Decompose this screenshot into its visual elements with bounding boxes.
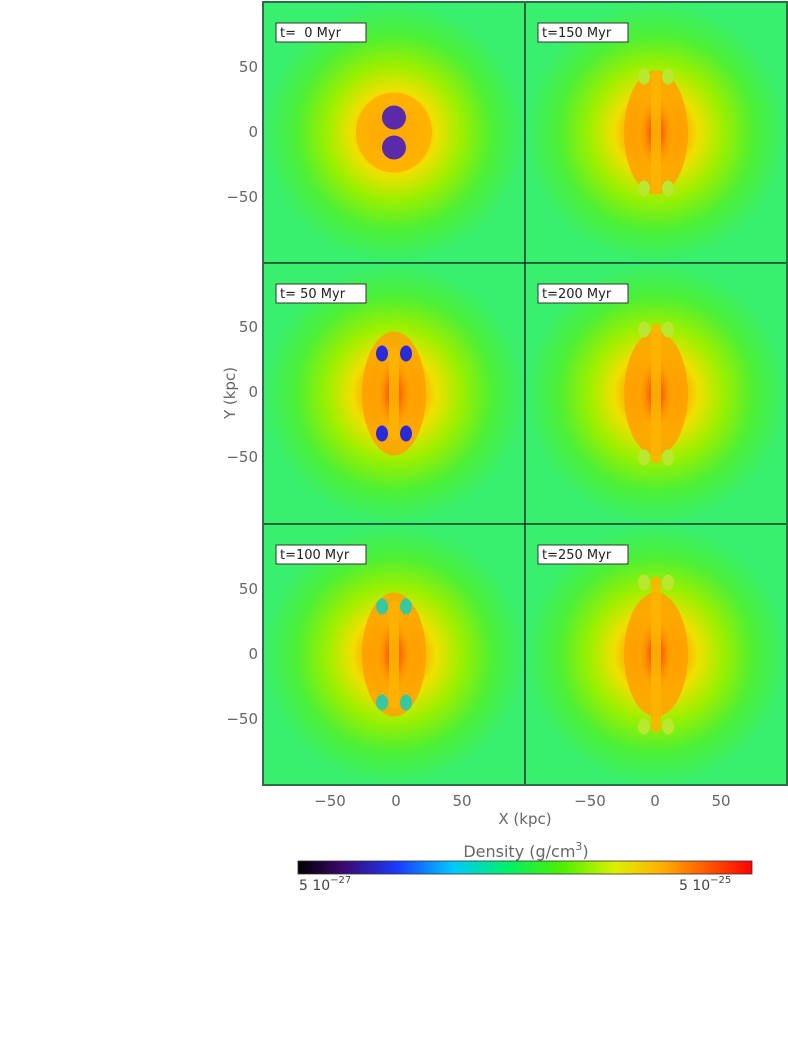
- upper-cap-left: [638, 321, 650, 338]
- upper-cap-left: [638, 68, 650, 85]
- x-tick-left-minus50: −50: [314, 792, 346, 810]
- upper-cap-right: [662, 68, 674, 85]
- panel-3: t= 50 Myr: [262, 262, 526, 525]
- time-label-box: t= 0 Myr: [275, 22, 367, 43]
- time-label-box: t=250 Myr: [537, 544, 629, 565]
- time-label-box: t=100 Myr: [275, 544, 367, 565]
- jet-column: [651, 323, 661, 464]
- time-label: t=150 Myr: [542, 26, 612, 41]
- y-axis: 50 0 −50 50 0 −50 50 0 −50 Y (kpc): [221, 58, 258, 728]
- lower-cap-right: [662, 718, 674, 735]
- time-label-box: t= 50 Myr: [275, 283, 367, 304]
- lower-cap-right: [662, 180, 674, 197]
- y-axis-title: Y (kpc): [221, 367, 239, 420]
- core-region: [356, 92, 432, 173]
- upper-bubble: [382, 105, 406, 130]
- time-label: t=200 Myr: [542, 287, 612, 302]
- colorbar-min-label: 5 10−27: [299, 875, 351, 894]
- x-tick-right-0: 0: [650, 792, 660, 810]
- lower-cap-left: [376, 694, 388, 711]
- colorbar-max-label: 5 10−25: [679, 875, 731, 894]
- upper-cap-left: [638, 574, 650, 591]
- time-label: t=100 Myr: [280, 548, 350, 563]
- x-axis-title: X (kpc): [498, 810, 551, 828]
- panel-6: t=250 Myr: [524, 523, 788, 786]
- jet-column: [651, 70, 661, 195]
- panel-1: t= 0 Myr: [262, 1, 526, 264]
- y-tick-top-minus50: −50: [226, 188, 258, 206]
- y-tick-mid-minus50: −50: [226, 448, 258, 466]
- panel-5: t=100 Myr: [262, 523, 526, 786]
- lower-cap-right: [662, 449, 674, 466]
- colorbar-gradient: [297, 860, 753, 875]
- y-tick-bot-minus50: −50: [226, 710, 258, 728]
- y-tick-mid-0: 0: [248, 383, 258, 401]
- x-tick-right-50: 50: [711, 792, 730, 810]
- lower-cap-right: [400, 694, 412, 711]
- jet-column: [389, 600, 399, 709]
- x-tick-left-50: 50: [452, 792, 471, 810]
- upper-cap-left: [376, 598, 388, 615]
- panel-4: t=200 Myr: [524, 262, 788, 525]
- x-tick-left-0: 0: [391, 792, 401, 810]
- panel-2: t=150 Myr: [524, 1, 788, 264]
- y-tick-bot-50: 50: [239, 580, 258, 598]
- x-tick-right-minus50: −50: [574, 792, 606, 810]
- y-tick-top-50: 50: [239, 58, 258, 76]
- y-tick-bot-0: 0: [248, 645, 258, 663]
- upper-cap-right: [400, 598, 412, 615]
- time-label-box: t=150 Myr: [537, 22, 629, 43]
- y-tick-mid-50: 50: [239, 318, 258, 336]
- lower-cap-left: [376, 425, 388, 442]
- y-tick-top-0: 0: [248, 123, 258, 141]
- jet-column: [651, 576, 661, 733]
- time-label: t=250 Myr: [542, 548, 612, 563]
- time-label: t= 50 Myr: [280, 287, 346, 302]
- lower-cap-left: [638, 449, 650, 466]
- colorbar: Density (g/cm3) 5 10−27 5 10−25: [297, 840, 753, 894]
- time-label: t= 0 Myr: [280, 26, 342, 41]
- jet-column: [389, 347, 399, 440]
- upper-cap-right: [662, 321, 674, 338]
- lower-cap-right: [400, 425, 412, 442]
- panels-grid: t= 0 Myr t=150 Myr t= 50 Myr t=200 Myr t=100…: [262, 1, 788, 786]
- upper-cap-right: [662, 574, 674, 591]
- outer-frame: [262, 1, 788, 786]
- lower-bubble: [382, 135, 406, 160]
- time-label-box: t=200 Myr: [537, 283, 629, 304]
- lower-cap-left: [638, 180, 650, 197]
- upper-cap-left: [376, 345, 388, 362]
- colorbar-title: Density (g/cm3): [463, 840, 588, 861]
- lower-cap-left: [638, 718, 650, 735]
- upper-cap-right: [400, 345, 412, 362]
- x-axis: −50 0 50 −50 0 50 X (kpc): [314, 792, 730, 828]
